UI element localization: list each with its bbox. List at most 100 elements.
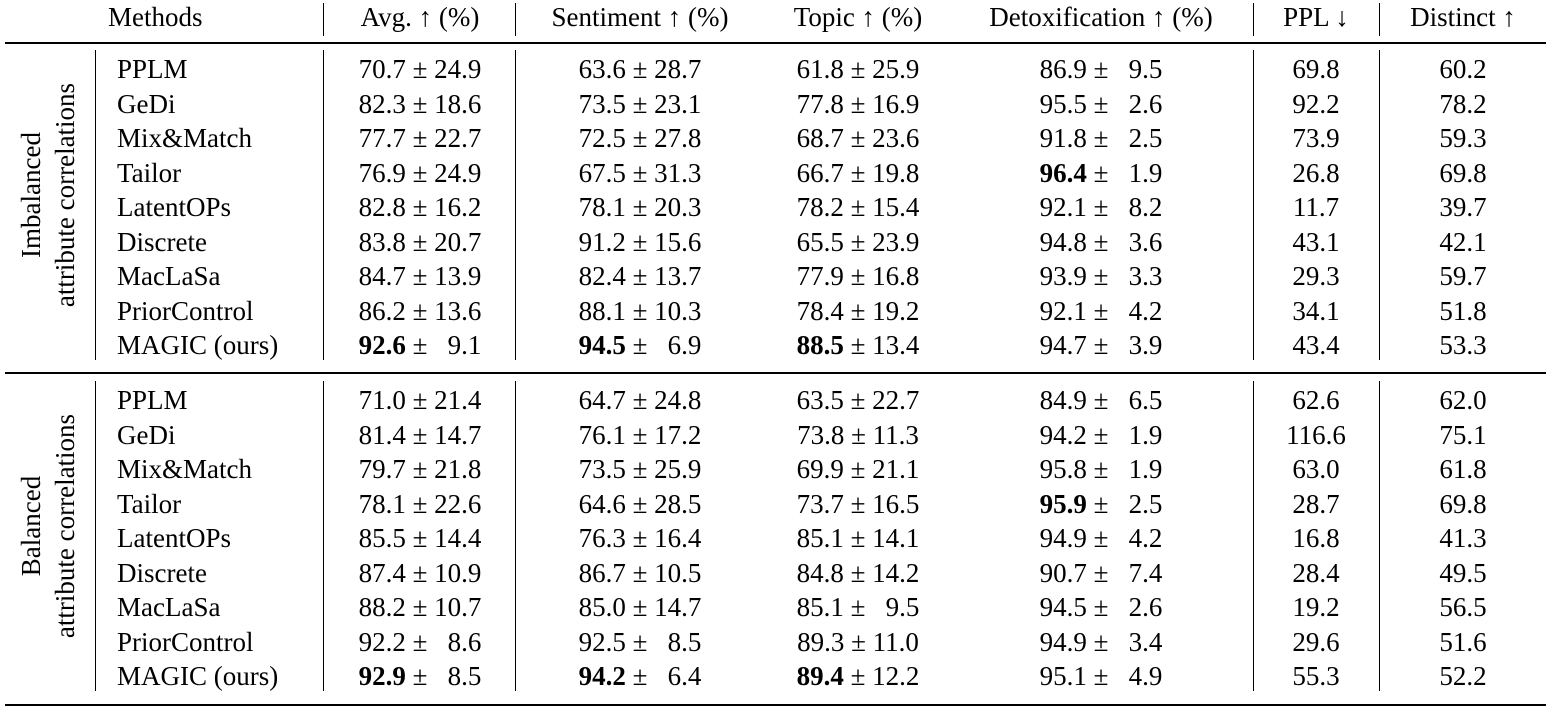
topic-cell: 73.7 ± 16.5 — [796, 488, 920, 519]
header-methods: Methods — [108, 2, 203, 32]
column-divider — [515, 381, 517, 691]
topic-cell: 77.9 ± 16.8 — [796, 261, 920, 291]
detoxification-cell: 91.8 ± 2.5 — [1039, 123, 1163, 153]
sentiment-cell: 76.3 ± 16.4 — [578, 523, 702, 553]
method-name: LatentOPs — [117, 192, 231, 222]
ppl-cell: 43.4 — [1292, 330, 1340, 360]
detoxification-cell: 94.9 ± 3.4 — [1039, 626, 1163, 657]
avg-cell: 77.7 ± 22.7 — [358, 123, 482, 153]
method-name: Discrete — [117, 226, 207, 257]
distinct-cell: 75.1 — [1439, 419, 1487, 450]
distinct-cell: 59.3 — [1439, 123, 1487, 153]
sentiment-cell: 64.6 ± 28.5 — [578, 488, 702, 519]
detoxification-cell: 93.9 ± 3.3 — [1039, 261, 1163, 291]
ppl-cell: 116.6 — [1286, 419, 1346, 450]
topic-cell: 65.5 ± 23.9 — [796, 226, 920, 257]
ppl-cell: 62.6 — [1292, 385, 1340, 415]
distinct-cell: 69.8 — [1439, 488, 1487, 519]
ppl-cell: 69.8 — [1292, 54, 1340, 84]
sentiment-cell: 76.1 ± 17.2 — [578, 419, 702, 450]
header-divider — [1379, 3, 1381, 36]
method-name: Mix&Match — [117, 123, 252, 153]
detoxification-cell: 94.5 ± 2.6 — [1039, 592, 1163, 622]
column-divider — [323, 381, 325, 691]
avg-cell: 92.2 ± 8.6 — [358, 626, 482, 657]
detoxification-cell: 92.1 ± 4.2 — [1039, 295, 1163, 326]
detoxification-cell: 95.1 ± 4.9 — [1039, 661, 1163, 691]
topic-cell: 84.8 ± 14.2 — [796, 557, 920, 588]
method-name: PPLM — [117, 385, 188, 415]
header-topic: Topic ↑ (%) — [793, 2, 923, 32]
distinct-cell: 41.3 — [1439, 523, 1487, 553]
distinct-cell: 49.5 — [1439, 557, 1487, 588]
topic-cell: 61.8 ± 25.9 — [796, 54, 920, 84]
ppl-cell: 26.8 — [1292, 157, 1340, 188]
topic-cell: 68.7 ± 23.6 — [796, 123, 920, 153]
avg-cell: 82.8 ± 16.2 — [358, 192, 482, 222]
column-divider — [1253, 381, 1255, 691]
method-name: MAGIC (ours) — [117, 330, 279, 360]
sentiment-cell: 63.6 ± 28.7 — [578, 54, 702, 84]
detoxification-cell: 86.9 ± 9.5 — [1039, 54, 1163, 84]
column-divider — [95, 381, 97, 691]
header-detoxification: Detoxification ↑ (%) — [989, 2, 1213, 32]
sentiment-cell: 91.2 ± 15.6 — [578, 226, 702, 257]
sentiment-cell: 73.5 ± 25.9 — [578, 454, 702, 484]
sentiment-cell: 78.1 ± 20.3 — [578, 192, 702, 222]
column-divider — [515, 50, 517, 360]
detoxification-cell: 94.9 ± 4.2 — [1039, 523, 1163, 553]
method-name: MAGIC (ours) — [117, 661, 279, 691]
avg-cell: 92.9 ± 8.5 — [358, 661, 482, 691]
best-value: 88.5 — [796, 330, 844, 360]
detoxification-cell: 84.9 ± 6.5 — [1039, 385, 1163, 415]
best-value: 92.9 — [358, 661, 406, 691]
detoxification-cell: 95.9 ± 2.5 — [1039, 488, 1163, 519]
distinct-cell: 56.5 — [1439, 592, 1487, 622]
header-ppl: PPL ↓ — [1283, 2, 1349, 32]
topic-cell: 73.8 ± 11.3 — [797, 419, 919, 450]
sentiment-cell: 72.5 ± 27.8 — [578, 123, 702, 153]
best-value: 96.4 — [1039, 157, 1087, 188]
best-value: 94.5 — [578, 330, 626, 360]
topic-cell: 66.7 ± 19.8 — [796, 157, 920, 188]
avg-cell: 78.1 ± 22.6 — [358, 488, 482, 519]
avg-cell: 79.7 ± 21.8 — [358, 454, 482, 484]
ppl-cell: 29.6 — [1292, 626, 1340, 657]
avg-cell: 88.2 ± 10.7 — [358, 592, 482, 622]
sentiment-cell: 92.5 ± 8.5 — [578, 626, 702, 657]
sentiment-cell: 94.2 ± 6.4 — [578, 661, 702, 691]
detoxification-cell: 96.4 ± 1.9 — [1039, 157, 1163, 188]
ppl-cell: 28.4 — [1292, 557, 1340, 588]
ppl-cell: 28.7 — [1292, 488, 1340, 519]
ppl-cell: 34.1 — [1292, 295, 1340, 326]
method-name: PriorControl — [117, 626, 254, 657]
sentiment-cell: 86.7 ± 10.5 — [578, 557, 702, 588]
ppl-cell: 11.7 — [1292, 192, 1340, 222]
distinct-cell: 60.2 — [1439, 54, 1487, 84]
distinct-cell: 62.0 — [1439, 385, 1487, 415]
method-name: PPLM — [117, 54, 188, 84]
column-divider — [323, 50, 325, 360]
method-name: GeDi — [117, 419, 176, 450]
distinct-cell: 39.7 — [1439, 192, 1487, 222]
distinct-cell: 51.6 — [1439, 626, 1487, 657]
ppl-cell: 43.1 — [1292, 226, 1340, 257]
sentiment-cell: 88.1 ± 10.3 — [578, 295, 702, 326]
column-divider — [1379, 50, 1381, 360]
avg-cell: 82.3 ± 18.6 — [358, 88, 482, 119]
ppl-cell: 73.9 — [1292, 123, 1340, 153]
sentiment-cell: 82.4 ± 13.7 — [578, 261, 702, 291]
sentiment-cell: 67.5 ± 31.3 — [578, 157, 702, 188]
detoxification-cell: 94.2 ± 1.9 — [1039, 419, 1163, 450]
ppl-cell: 16.8 — [1292, 523, 1340, 553]
best-value: 95.9 — [1039, 488, 1087, 519]
topic-cell: 88.5 ± 13.4 — [796, 330, 920, 360]
method-name: MacLaSa — [117, 261, 221, 291]
avg-cell: 70.7 ± 24.9 — [358, 54, 482, 84]
method-name: Discrete — [117, 557, 207, 588]
distinct-cell: 78.2 — [1439, 88, 1487, 119]
group-label-line: Balanced — [16, 475, 46, 577]
column-divider — [95, 50, 97, 360]
detoxification-cell: 92.1 ± 8.2 — [1039, 192, 1163, 222]
